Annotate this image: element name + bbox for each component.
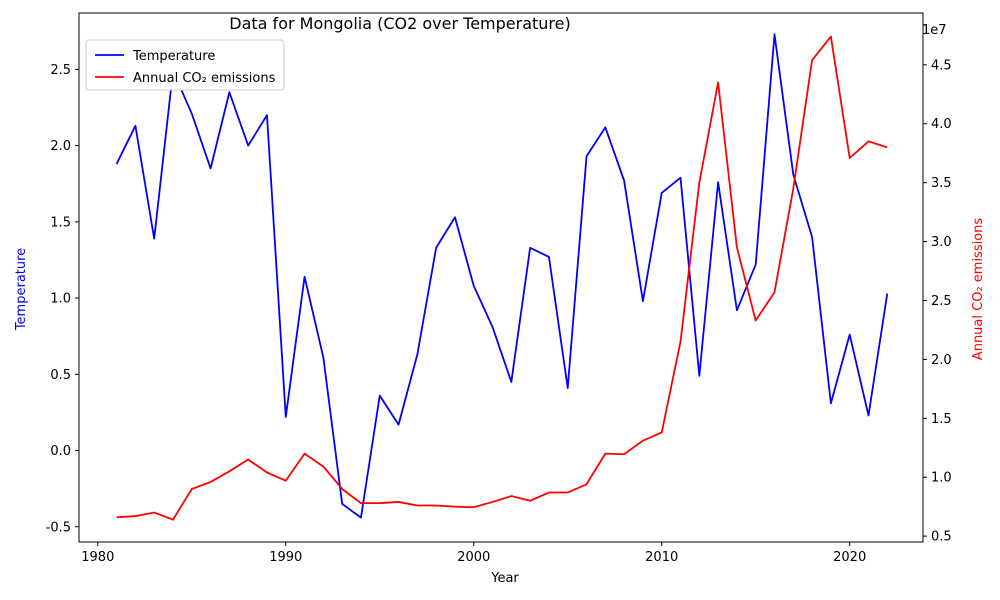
right-y-tick-label: 1.0 [931,471,952,486]
series-line-co2-emissions [116,35,888,521]
left-y-tick-label: 2.0 [50,139,71,154]
right-y-tick-label: 0.5 [931,530,952,545]
right-y-axis-title: Annual CO₂ emissions [971,218,986,361]
chart-title: Data for Mongolia (CO2 over Temperature) [229,14,570,33]
right-y-tick-label: 3.0 [931,235,952,250]
right-y-tick-label: 4.0 [931,117,952,132]
series-line-temperature [115,33,889,519]
right-y-tick-label: 2.5 [931,294,952,309]
left-y-tick-label: 1.0 [50,292,71,307]
left-y-tick-label: 0.0 [50,444,71,459]
left-y-tick-label: 2.5 [50,63,71,78]
left-y-tick-label: 1.5 [50,215,71,230]
legend-frame [85,39,285,91]
x-tick-label: 2020 [833,550,866,565]
right-axis-multiplier: 1e7 [922,23,947,38]
x-tick-label: 2000 [457,550,490,565]
x-tick-label: 1980 [81,550,114,565]
series-layer [115,33,889,521]
left-y-tick-label: 0.5 [50,368,71,383]
right-y-tick-label: 4.5 [931,58,952,73]
plot-frame [78,12,924,543]
x-tick-label: 1990 [269,550,302,565]
left-y-tick-label: -0.5 [46,520,71,535]
legend-label-temperature: Temperature [132,49,215,64]
x-axis-title: Year [490,571,519,586]
right-y-tick-label: 1.5 [931,412,952,427]
x-tick-label: 2010 [645,550,678,565]
legend-label-co2: Annual CO₂ emissions [133,71,276,86]
right-y-tick-label: 2.0 [931,353,952,368]
axes-layer: 1980 1990 2000 2010 2020 -0.5 0.0 0.5 1.0 1.5 2.0 2… [46,12,952,565]
legend: Temperature Annual CO₂ emissions [85,39,285,91]
left-y-axis-title: Temperature [14,248,29,331]
right-y-tick-label: 3.5 [931,176,952,191]
